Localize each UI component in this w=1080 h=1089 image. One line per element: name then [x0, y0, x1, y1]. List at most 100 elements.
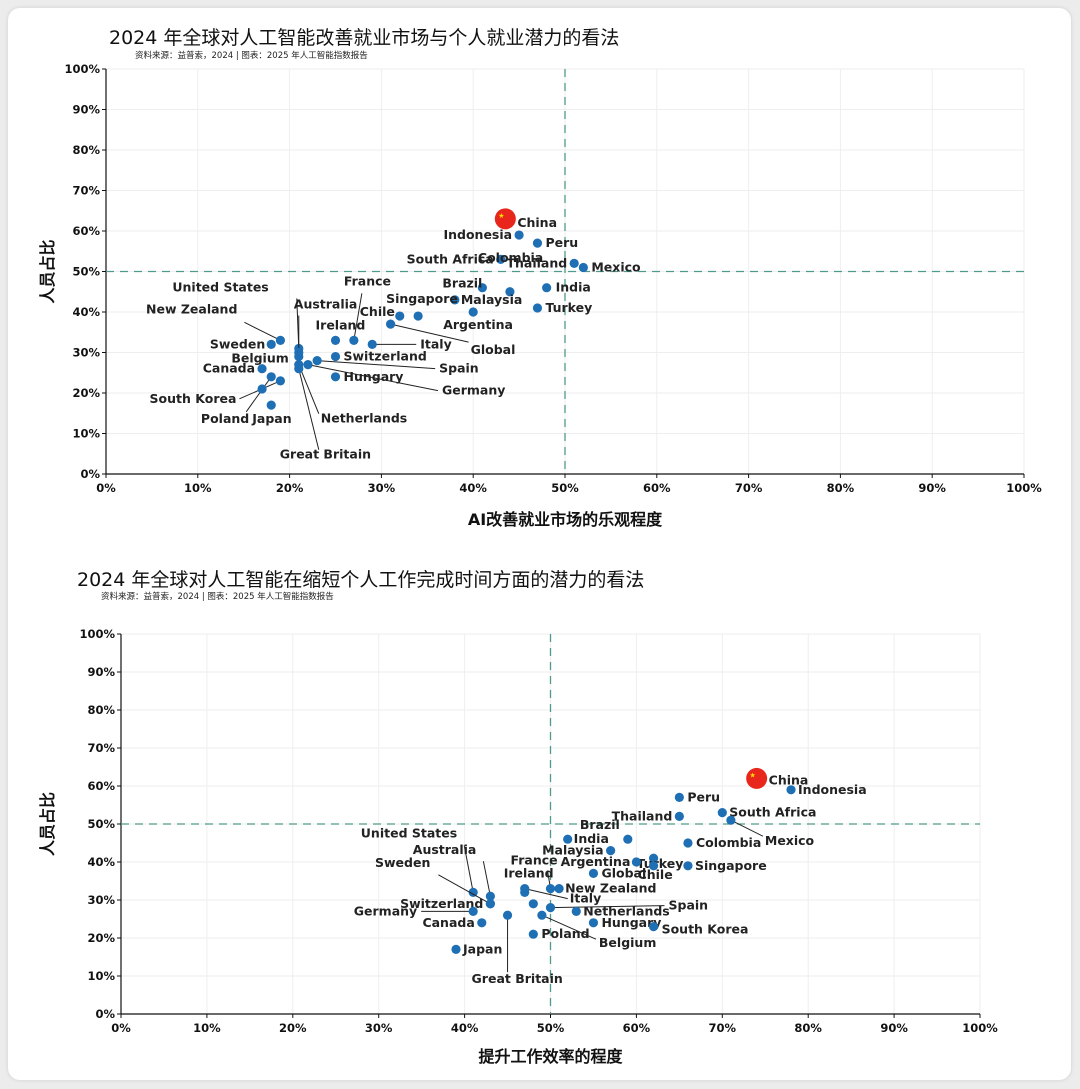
- point-label-mexico: Mexico: [591, 259, 641, 274]
- point-label-great-britain: Great Britain: [280, 447, 371, 462]
- point-label-singapore: Singapore: [386, 291, 458, 306]
- point-great-britain: [502, 910, 513, 920]
- leader-line-netherlands: [298, 364, 320, 414]
- y-tick-label: 40%: [72, 305, 100, 319]
- x-tick-label: 50%: [537, 1021, 565, 1035]
- point-hungary: [588, 918, 599, 928]
- point-label-hungary: Hungary: [344, 369, 404, 384]
- x-tick-label: 20%: [279, 1021, 307, 1035]
- point-sweden: [266, 339, 276, 349]
- point-label-thailand: Thailand: [506, 255, 567, 270]
- point-japan: [451, 944, 461, 955]
- leader-line-sweden: [438, 874, 491, 905]
- leader-line-united-states: [463, 845, 474, 893]
- point-malaysia: [450, 295, 460, 305]
- point-chile: [395, 311, 405, 321]
- point-label-china: China: [517, 215, 557, 230]
- chart-source: 资料来源：益普索，2024 | 图表：2025 年人工智能指数报告: [101, 591, 334, 602]
- y-tick-label: 100%: [79, 627, 115, 641]
- point-india: [563, 834, 573, 844]
- point-label-chile: Chile: [360, 304, 395, 319]
- point-label-united-states: United States: [361, 825, 457, 840]
- point-argentina: [631, 857, 642, 867]
- point-peru: [674, 792, 684, 803]
- point-global: [588, 868, 599, 879]
- point-netherlands: [571, 906, 581, 917]
- y-tick-label: 50%: [87, 817, 115, 831]
- point-singapore: [683, 861, 693, 871]
- point-india: [542, 283, 552, 293]
- point-label-colombia: Colombia: [696, 835, 761, 850]
- y-tick-label: 100%: [64, 62, 100, 76]
- x-tick-label: 90%: [918, 481, 946, 495]
- point-label-canada: Canada: [422, 915, 474, 930]
- leader-line-france: [353, 293, 363, 341]
- point-label-ireland: Ireland: [316, 317, 366, 332]
- point-label-poland: Poland: [201, 411, 249, 426]
- point-belgium: [294, 351, 304, 362]
- point-label-thailand: Thailand: [612, 808, 673, 823]
- point-label-peru: Peru: [687, 789, 720, 804]
- point-label-brazil: Brazil: [442, 276, 482, 291]
- leader-line-spain: [550, 905, 665, 909]
- point-label-france: France: [511, 853, 558, 868]
- point-indonesia: [786, 785, 796, 795]
- point-great-britain: [294, 364, 304, 374]
- y-tick-label: 10%: [72, 427, 100, 441]
- point-ireland: [330, 335, 341, 345]
- point-germany: [303, 360, 313, 370]
- point-switzerland: [485, 899, 495, 909]
- point-label-italy: Italy: [570, 891, 602, 906]
- point-unlabeled: [257, 384, 267, 394]
- point-spain: [312, 356, 322, 366]
- point-label-turkey: Turkey: [545, 300, 592, 315]
- point-label-global: Global: [601, 865, 646, 880]
- point-brazil: [477, 283, 487, 293]
- point-label-united-states: United States: [172, 279, 268, 294]
- y-tick-label: 20%: [72, 386, 100, 400]
- point-label-new-zealand: New Zealand: [565, 881, 656, 896]
- point-label-belgium: Belgium: [231, 351, 288, 366]
- point-malaysia: [606, 846, 616, 856]
- leader-line-new-zealand: [244, 321, 281, 341]
- point-south-africa: [717, 808, 727, 818]
- chart-source: 资料来源：益普索，2024 | 图表：2025 年人工智能指数报告: [135, 50, 368, 61]
- leader-line-great-britain: [298, 368, 320, 450]
- point-label-sweden: Sweden: [210, 336, 265, 351]
- chart-title: 2024 年全球对人工智能改善就业市场与个人就业潜力的看法: [109, 27, 619, 49]
- point-turkey: [532, 303, 543, 313]
- point-label-south-africa: South Africa: [729, 805, 816, 820]
- point-label-france: France: [344, 273, 391, 288]
- point-peru: [532, 238, 543, 248]
- point-label-south-africa: South Africa: [407, 251, 494, 266]
- x-tick-label: 70%: [735, 481, 763, 495]
- y-tick-label: 70%: [72, 184, 100, 198]
- point-united-states: [468, 887, 478, 898]
- x-tick-label: 10%: [184, 481, 212, 495]
- y-tick-label: 60%: [72, 224, 100, 238]
- x-tick-label: 40%: [459, 481, 487, 495]
- y-axis-label: 人员占比: [38, 239, 57, 303]
- point-label-poland: Poland: [541, 926, 589, 941]
- point-colombia: [505, 287, 515, 297]
- point-label-italy: Italy: [420, 336, 452, 351]
- leader-line-germany: [307, 364, 439, 392]
- y-tick-label: 0%: [95, 1007, 115, 1021]
- point-chile: [648, 861, 659, 871]
- leader-line-italy: [524, 888, 568, 900]
- point-brazil: [623, 834, 633, 844]
- y-tick-label: 90%: [72, 103, 100, 117]
- x-axis-label: AI改善就业市场的乐观程度: [468, 510, 663, 529]
- point-canada: [257, 364, 267, 374]
- point-label-netherlands: Netherlands: [321, 411, 407, 426]
- point-colombia: [683, 838, 693, 848]
- point-label-sweden: Sweden: [375, 855, 430, 870]
- point-china-flag: [746, 767, 768, 789]
- y-tick-label: 80%: [72, 143, 100, 157]
- x-tick-label: 50%: [551, 481, 579, 495]
- leader-line-spain: [317, 360, 436, 370]
- leader-line-australia: [482, 861, 491, 897]
- point-label-switzerland: Switzerland: [400, 896, 483, 911]
- x-tick-label: 60%: [623, 1021, 651, 1035]
- point-label-netherlands: Netherlands: [583, 903, 669, 918]
